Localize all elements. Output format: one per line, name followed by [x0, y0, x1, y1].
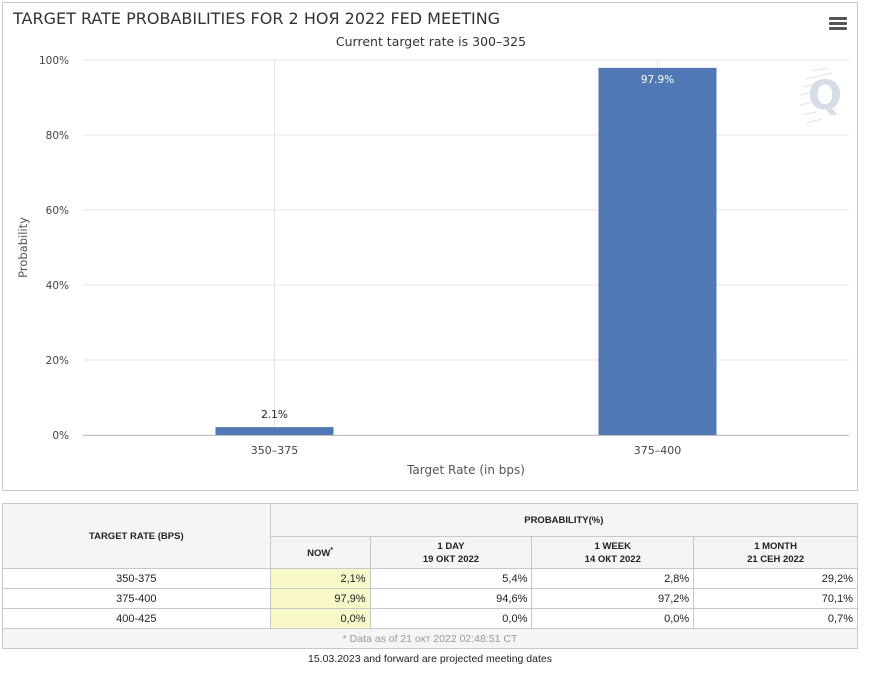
- column-header-1-month: 1 MONTH 21 СЕН 2022: [693, 536, 858, 569]
- probability-header: PROBABILITY(%): [269, 503, 859, 537]
- chart-title: TARGET RATE PROBABILITIES FOR 2 НОЯ 2022…: [13, 9, 501, 28]
- one-week-cell: 2,8%: [531, 568, 695, 589]
- rate-cell: 375-400: [2, 588, 271, 609]
- column-header-1-week: 1 WEEK 14 ОКТ 2022: [531, 536, 695, 569]
- chart-panel: TARGET RATE PROBABILITIES FOR 2 НОЯ 2022…: [2, 2, 858, 491]
- one-month-cell: 29,2%: [693, 568, 858, 589]
- column-header-line1: 1 DAY: [437, 540, 465, 552]
- rate-cell: 350-375: [2, 568, 271, 589]
- table-row: 350-375 2,1% 5,4% 2,8% 29,2%: [2, 568, 858, 589]
- column-header-1-day: 1 DAY 19 ОКТ 2022: [369, 536, 533, 569]
- probability-table-panel: TARGET RATE (BPS) PROBABILITY(%) NOW* 1 …: [2, 503, 859, 669]
- q-logo-icon: Q: [799, 67, 842, 124]
- table-row: 400-425 0,0% 0,0% 0,0% 0,7%: [2, 608, 858, 629]
- one-month-cell: 0,7%: [693, 608, 858, 629]
- chart-subtitle: Current target rate is 300–325: [335, 34, 527, 49]
- y-axis-title: Probability: [16, 217, 30, 278]
- x-tick-label: 375–400: [634, 444, 682, 457]
- column-header-line2: 21 СЕН 2022: [747, 553, 805, 565]
- now-cell: 2,1%: [269, 568, 371, 589]
- column-header-line1: 1 WEEK: [594, 540, 631, 552]
- data-label: 2.1%: [261, 409, 288, 421]
- bar-350–375: [215, 427, 334, 435]
- svg-text:Q: Q: [808, 73, 842, 119]
- probability-table: TARGET RATE (BPS) PROBABILITY(%) NOW* 1 …: [2, 503, 859, 669]
- y-tick-label: 0%: [52, 430, 69, 442]
- now-cell: 0,0%: [269, 608, 371, 629]
- y-tick-label: 40%: [46, 280, 69, 292]
- column-header-now: NOW*: [269, 536, 371, 569]
- column-header-line1: NOW: [307, 548, 331, 560]
- table-row: 375-400 97,9% 94,6% 97,2% 70,1%: [2, 588, 858, 609]
- y-tick-label: 80%: [46, 130, 69, 142]
- bar-375–400: [598, 67, 717, 435]
- column-header-line1: 1 MONTH: [754, 540, 797, 552]
- projected-dates-footer: 15.03.2023 and forward are projected mee…: [2, 648, 858, 669]
- target-rate-header: TARGET RATE (BPS): [2, 503, 271, 569]
- x-axis-title: Target Rate (in bps): [406, 463, 525, 477]
- asterisk-mark: *: [330, 547, 334, 555]
- one-day-cell: 5,4%: [369, 568, 533, 589]
- y-tick-label: 100%: [39, 55, 69, 67]
- data-timestamp-note: * Data as of 21 окт 2022 02:48:51 CT: [2, 628, 858, 649]
- x-tick-label: 350–375: [251, 444, 299, 457]
- column-header-line2: 14 ОКТ 2022: [584, 553, 641, 565]
- now-cell: 97,9%: [269, 588, 371, 609]
- data-label: 97.9%: [641, 74, 674, 86]
- y-tick-label: 60%: [46, 205, 69, 217]
- column-header-line2: 19 ОКТ 2022: [422, 553, 480, 565]
- bar-chart: 0% 20% 40% 60% 80% 100% 2.1% 350–375 97.9% 375–40…: [16, 55, 849, 477]
- one-day-cell: 0,0%: [369, 608, 533, 629]
- one-month-cell: 70,1%: [693, 588, 858, 609]
- one-week-cell: 0,0%: [531, 608, 695, 629]
- one-week-cell: 97,2%: [531, 588, 695, 609]
- one-day-cell: 94,6%: [369, 588, 533, 609]
- rate-cell: 400-425: [2, 608, 271, 629]
- y-tick-label: 20%: [46, 355, 69, 367]
- hamburger-menu-icon[interactable]: [829, 17, 847, 32]
